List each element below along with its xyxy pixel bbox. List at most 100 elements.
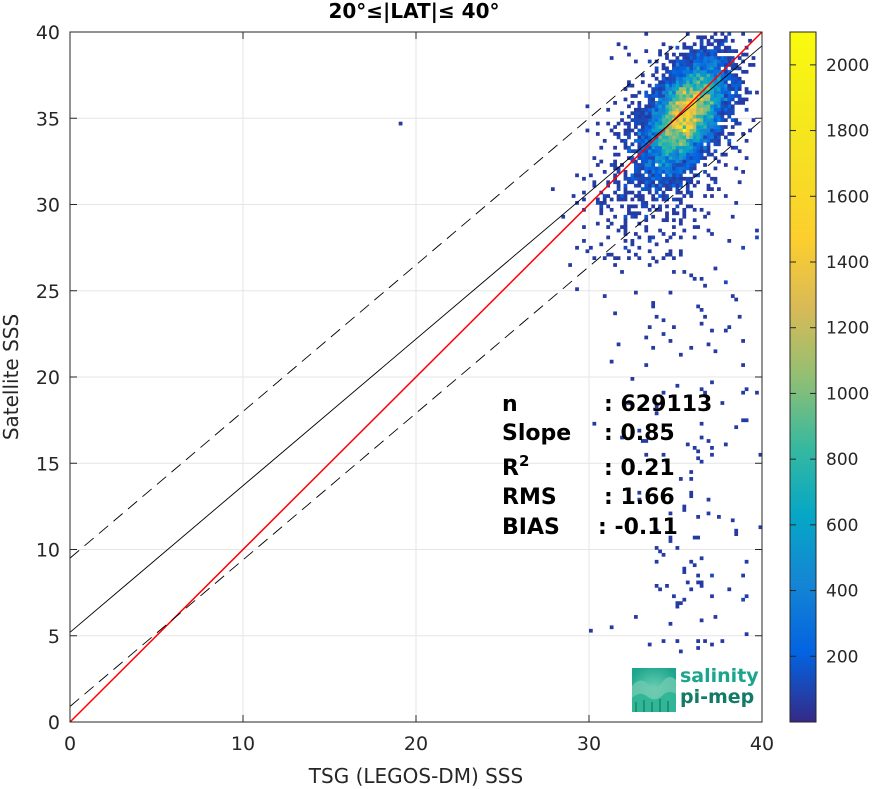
density-cell (630, 176, 635, 181)
density-cell (710, 42, 714, 47)
density-cell (682, 101, 687, 105)
density-cell (675, 173, 680, 178)
x-tick-label: 40 (750, 733, 774, 755)
density-cell (665, 187, 669, 191)
density-cell (651, 159, 656, 164)
density-cell (623, 245, 628, 250)
density-cell (706, 87, 711, 91)
density-cell (723, 76, 728, 81)
density-cell (699, 308, 704, 312)
density-cell (658, 128, 662, 133)
density-cell (678, 190, 683, 195)
density-cell (582, 197, 586, 202)
density-cell (713, 149, 718, 154)
density-cell (713, 104, 718, 109)
density-cell (675, 149, 680, 154)
density-cell (654, 87, 659, 91)
density-cell (633, 163, 638, 167)
density-cell (727, 587, 732, 592)
density-cell (630, 204, 635, 209)
density-cell (668, 107, 673, 112)
density-cell (717, 118, 721, 122)
density-cell (678, 159, 683, 164)
density-cell (675, 135, 680, 140)
density-cell (672, 63, 676, 67)
density-cell (703, 97, 707, 102)
density-cell (571, 194, 576, 198)
density-cell (696, 142, 701, 147)
density-cell (633, 290, 638, 295)
stat-label: BIAS (502, 515, 560, 540)
density-cell (654, 90, 659, 95)
density-cell (672, 183, 676, 188)
density-cell (717, 49, 721, 53)
density-cell (717, 515, 721, 519)
density-cell (696, 159, 701, 164)
density-cell (640, 118, 645, 122)
density-cell (651, 118, 656, 122)
density-cell (696, 76, 701, 81)
density-cell (644, 159, 649, 164)
density-cell (723, 111, 728, 116)
density-cell (692, 218, 697, 223)
density-cell (744, 418, 749, 423)
density-cell (703, 63, 707, 67)
density-cell (647, 170, 652, 174)
density-cell (675, 211, 680, 216)
density-cell (633, 118, 638, 122)
density-cell (661, 197, 666, 202)
density-cell (637, 156, 642, 160)
density-cell (741, 245, 745, 250)
density-cell (654, 584, 659, 588)
density-cell (692, 49, 697, 53)
density-cell (627, 145, 631, 150)
density-cell (689, 73, 694, 78)
density-cell (647, 239, 652, 243)
density-cell (689, 125, 694, 129)
density-cell (623, 239, 628, 243)
density-cell (550, 187, 555, 191)
density-cell (689, 163, 694, 167)
density-cell (661, 390, 666, 395)
density-cell (675, 121, 680, 126)
density-cell (658, 83, 662, 88)
density-cell (675, 107, 680, 112)
density-cell (623, 170, 628, 174)
density-cell (661, 256, 666, 260)
fit-lines (70, 32, 762, 722)
density-cell (637, 118, 642, 122)
density-cell (616, 197, 621, 202)
density-cell (665, 101, 669, 105)
density-cell (637, 145, 642, 150)
density-cell (744, 632, 749, 637)
density-cell (696, 535, 701, 540)
density-cell (672, 132, 676, 136)
density-cell (706, 56, 711, 60)
density-cell (741, 363, 745, 367)
density-cell (703, 49, 707, 53)
density-cell (699, 276, 704, 281)
density-cell (689, 49, 694, 53)
density-cell (658, 159, 662, 164)
density-cell (675, 138, 680, 143)
density-cell (647, 59, 652, 64)
density-cell (651, 166, 656, 171)
density-cell (703, 73, 707, 78)
density-cell (640, 159, 645, 164)
density-cell (699, 45, 704, 50)
density-cell (685, 132, 690, 136)
density-cell (692, 446, 697, 450)
y-tick-label: 15 (36, 453, 60, 475)
density-cell (682, 270, 687, 274)
density-cell (717, 142, 721, 147)
density-cell (723, 104, 728, 109)
y-tick-label: 40 (36, 22, 60, 44)
density-cell (703, 101, 707, 105)
density-cell (723, 280, 728, 285)
density-cell (640, 197, 645, 202)
density-cell (685, 442, 690, 447)
density-cell (699, 618, 704, 623)
density-cell (640, 152, 645, 157)
density-cell (654, 190, 659, 195)
density-cell (633, 232, 638, 236)
